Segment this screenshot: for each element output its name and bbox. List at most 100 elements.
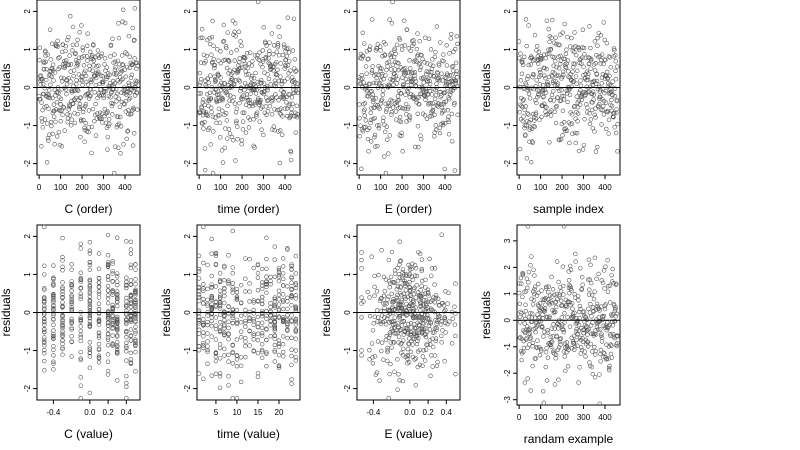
point <box>555 321 560 326</box>
point <box>544 345 549 351</box>
point <box>596 271 601 277</box>
point <box>210 114 216 120</box>
point <box>68 79 73 84</box>
point <box>272 359 277 364</box>
point <box>432 96 438 102</box>
point <box>436 63 442 68</box>
point <box>52 70 58 75</box>
point <box>293 110 298 116</box>
point <box>612 48 617 53</box>
point <box>133 342 138 347</box>
point <box>224 45 229 51</box>
point <box>580 27 586 32</box>
point <box>205 349 210 354</box>
point <box>70 42 76 47</box>
y-tick-label: 1 <box>503 291 512 296</box>
point <box>373 102 378 107</box>
point <box>37 74 43 79</box>
point <box>552 309 558 315</box>
point <box>81 106 86 111</box>
point <box>69 354 74 359</box>
point <box>379 66 384 71</box>
point <box>519 57 525 63</box>
point <box>442 108 447 113</box>
point <box>588 117 594 122</box>
point <box>93 101 98 107</box>
point <box>133 329 138 334</box>
point <box>272 257 277 262</box>
point <box>133 305 138 310</box>
point <box>201 97 206 102</box>
point <box>217 342 223 347</box>
point <box>110 259 115 264</box>
point <box>416 95 421 100</box>
point <box>222 314 227 319</box>
point <box>371 80 377 86</box>
point <box>561 329 566 335</box>
point <box>291 84 296 90</box>
point <box>573 140 578 146</box>
point <box>39 144 44 149</box>
y-tick-label: 2 <box>343 9 352 14</box>
point <box>547 293 553 298</box>
point <box>412 76 418 82</box>
point <box>115 296 120 302</box>
point <box>440 120 446 126</box>
point <box>280 271 286 276</box>
point <box>78 356 83 361</box>
point <box>390 105 396 110</box>
point <box>115 378 120 383</box>
point <box>51 313 56 318</box>
point <box>230 395 235 401</box>
point <box>115 340 120 345</box>
y-axis-label: residuals <box>479 63 493 111</box>
point <box>593 81 599 86</box>
point <box>391 322 396 327</box>
point <box>230 77 235 82</box>
point <box>546 26 551 32</box>
point <box>549 17 555 23</box>
point <box>413 326 418 331</box>
point <box>276 315 282 320</box>
point <box>396 372 401 377</box>
point <box>293 282 298 288</box>
point <box>447 97 452 102</box>
point <box>213 315 219 320</box>
x-tick-label: 200 <box>235 183 249 192</box>
point <box>425 305 430 310</box>
point <box>551 350 556 355</box>
point <box>554 304 559 310</box>
point <box>96 330 102 336</box>
point <box>372 293 377 298</box>
point <box>524 123 529 128</box>
point <box>421 326 426 332</box>
point <box>533 356 539 361</box>
point <box>209 323 214 329</box>
point <box>532 124 538 129</box>
point <box>256 102 262 107</box>
point <box>388 54 394 60</box>
point <box>544 284 549 290</box>
point <box>455 41 460 47</box>
point <box>78 291 83 296</box>
point <box>439 71 444 76</box>
point <box>210 59 215 65</box>
point <box>87 262 93 268</box>
x-tick-label: -0.4 <box>47 408 61 417</box>
point <box>517 110 522 115</box>
point <box>549 339 555 344</box>
point <box>583 92 588 97</box>
point <box>607 363 612 369</box>
point <box>251 311 256 316</box>
point <box>421 317 426 322</box>
point <box>107 72 112 78</box>
point <box>595 144 600 150</box>
point <box>217 320 223 325</box>
point <box>276 365 282 370</box>
point <box>593 60 598 66</box>
point <box>565 364 571 369</box>
point <box>247 289 252 294</box>
point <box>83 120 88 126</box>
point <box>613 58 618 64</box>
point <box>563 128 568 134</box>
